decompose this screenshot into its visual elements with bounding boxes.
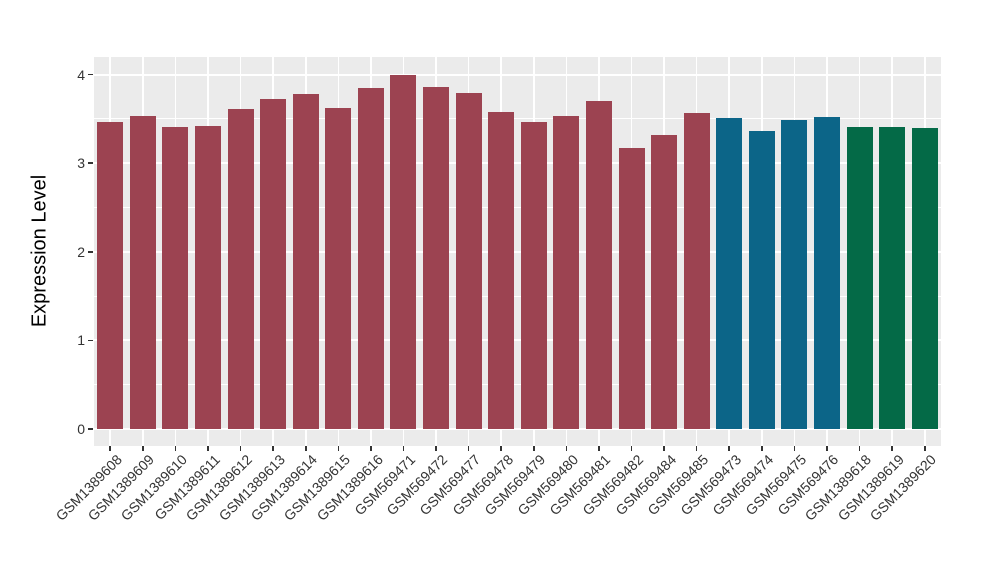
bar [553,116,580,429]
x-tick-mark [142,446,144,451]
x-tick-mark [630,446,633,451]
bar [423,87,450,429]
x-tick-mark [532,446,535,451]
bar [357,87,384,429]
y-tick-mark [88,428,93,430]
bar [97,121,124,429]
y-tick-label: 2 [77,243,85,260]
minor-gridline [94,384,941,386]
bar [618,148,645,429]
y-tick-mark [88,162,93,164]
major-gridline [94,162,941,165]
x-tick-mark [500,446,502,451]
major-gridline [94,339,941,342]
major-gridline [94,73,941,76]
bar [455,93,482,429]
bar [162,126,189,429]
y-tick-label: 0 [77,421,85,437]
x-tick-mark [207,446,209,451]
x-tick-mark [923,446,926,451]
bar [813,117,840,429]
minor-gridline [94,207,941,208]
x-tick-mark [793,446,796,451]
x-tick-mark [174,446,177,451]
x-tick-mark [370,446,372,451]
x-tick-mark [858,446,861,451]
x-tick-mark [402,446,405,451]
bar [911,127,938,429]
y-tick-label: 1 [77,332,85,349]
x-tick-mark [272,446,274,451]
bar [325,108,352,429]
major-gridline [94,428,941,430]
minor-gridline [94,295,941,297]
bar [585,101,612,429]
bar [195,125,222,429]
bar [390,74,417,429]
bar [879,126,906,429]
plot-panel [94,57,941,446]
x-tick-mark [337,446,340,451]
bar [520,122,547,429]
x-tick-mark [891,446,893,451]
bar [683,112,710,429]
x-tick-mark [761,446,763,451]
bar [748,131,775,429]
x-tick-mark [728,446,731,451]
x-tick-mark [304,446,307,451]
x-tick-mark [565,446,568,451]
major-gridline [94,250,941,253]
y-tick-mark [88,73,93,76]
x-tick-mark [695,446,698,451]
bar [651,134,678,429]
minor-gridline [94,118,941,120]
x-tick-mark [598,446,600,451]
bar [129,116,156,429]
bar [781,119,808,429]
y-tick-label: 4 [77,66,85,83]
x-tick-mark [467,446,470,451]
bar [260,99,287,429]
y-tick-mark [88,339,93,342]
x-tick-mark [239,446,242,451]
bar [292,94,319,429]
x-tick-mark [663,446,665,451]
bar [846,126,873,429]
x-tick-mark [109,446,112,451]
y-tick-label: 3 [77,155,85,172]
bar [227,109,254,429]
y-tick-mark [88,251,93,253]
x-tick-mark [826,446,828,451]
bar [488,111,515,429]
bar [716,118,743,429]
x-tick-mark [435,446,437,451]
